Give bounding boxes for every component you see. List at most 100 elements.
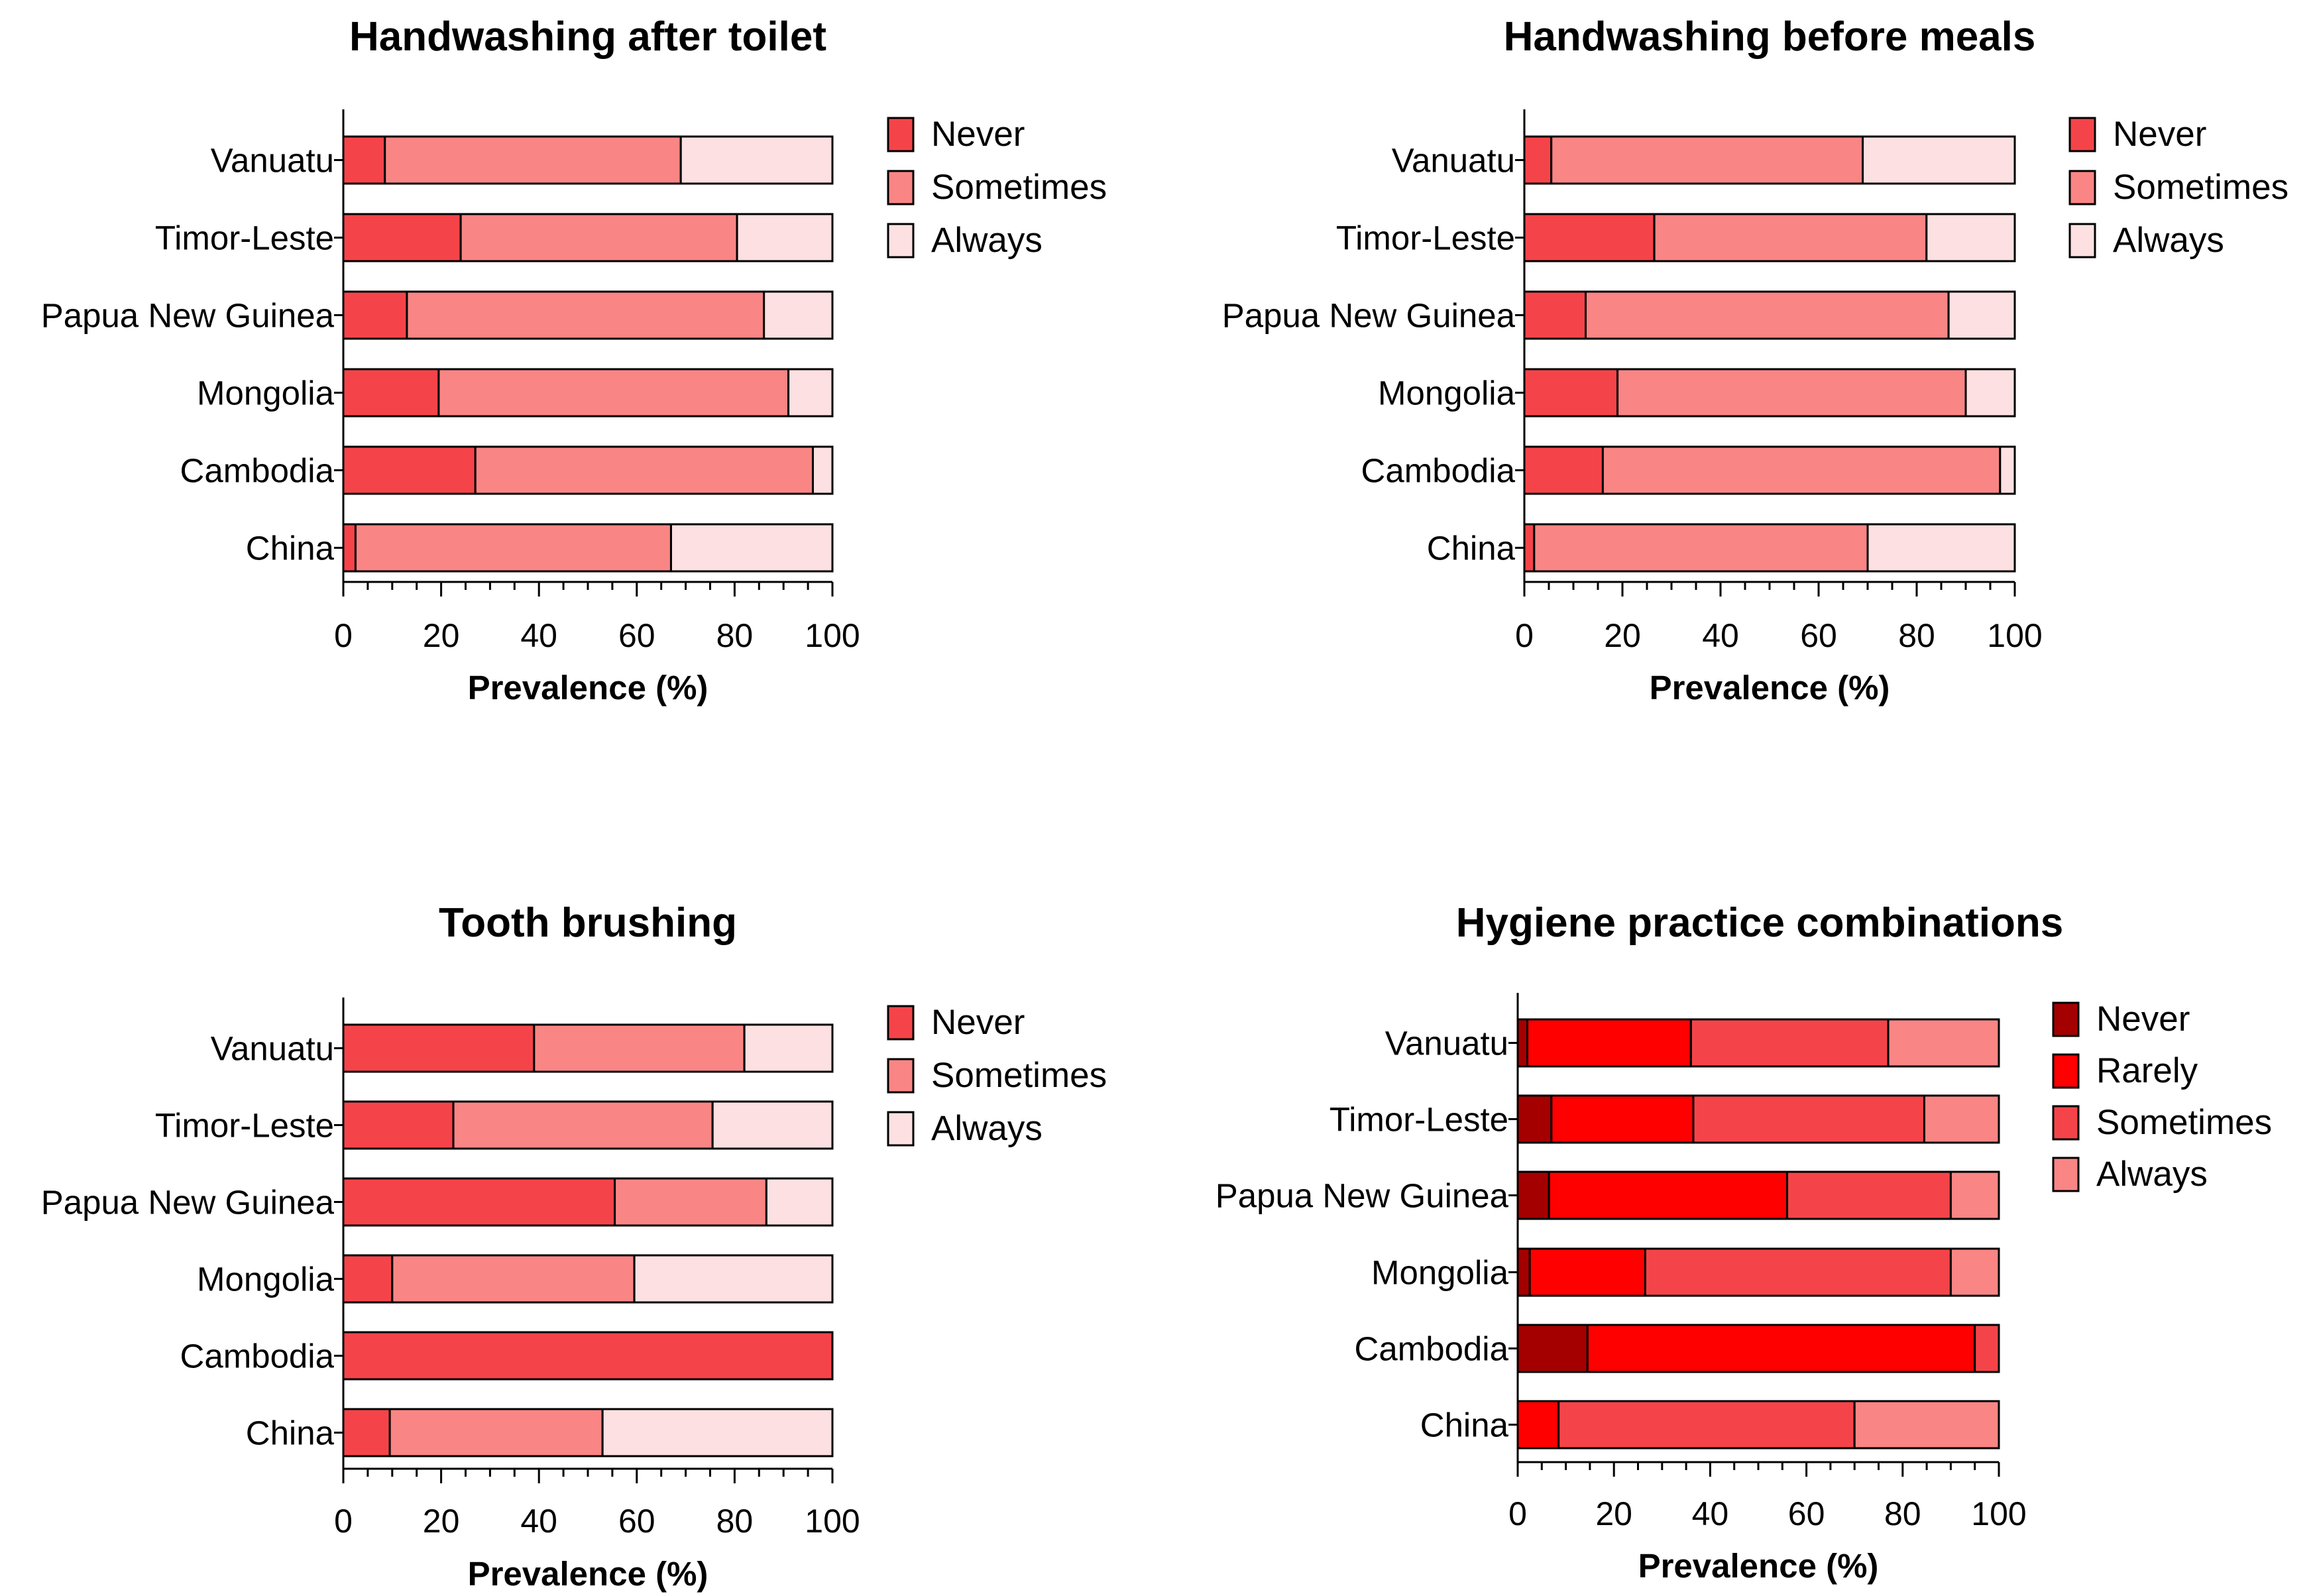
bar-segment — [1523, 523, 1536, 573]
bar-segment — [533, 1023, 746, 1073]
bar-segment — [384, 135, 682, 185]
legend-label: Rarely — [2096, 1051, 2198, 1090]
bar-segment — [342, 523, 357, 573]
x-tick-label: 60 — [1788, 1495, 1825, 1532]
x-axis-label: Prevalence (%) — [1638, 1547, 1879, 1585]
category-label: Papua New Guinea — [1222, 297, 1516, 335]
bar-segment — [1616, 368, 1967, 418]
x-tick-label: 80 — [716, 1503, 754, 1540]
category-label: Vanuatu — [211, 1030, 334, 1068]
category-label: Mongolia — [197, 374, 335, 412]
category-label: Cambodia — [180, 452, 335, 490]
legend-swatch — [2052, 1105, 2080, 1141]
category-label: Timor-Leste — [1336, 219, 1515, 257]
category-label: Timor-Leste — [1329, 1101, 1508, 1139]
legend-swatch — [2052, 1053, 2080, 1089]
bar-segment — [1585, 290, 1950, 340]
bar-segment — [1853, 1400, 2000, 1450]
category-label: Papua New Guinea — [41, 297, 335, 335]
x-tick-label: 20 — [423, 1503, 460, 1540]
chart-title: Handwashing after toilet — [349, 14, 826, 60]
bar-segment — [633, 1254, 834, 1304]
bar-segment — [1528, 1247, 1646, 1297]
chart-panel-4: Hygiene practice combinations Vanuatu Timo… — [1215, 900, 2272, 1585]
x-tick-label: 100 — [1971, 1495, 2026, 1532]
legend-label: Sometimes — [931, 1056, 1107, 1095]
x-axis-label: Prevalence (%) — [468, 1555, 708, 1593]
legend-label: Sometimes — [2113, 168, 2289, 207]
legend: Never Rarely Sometimes Always — [2052, 999, 2272, 1194]
chart-title: Hygiene practice combinations — [1456, 900, 2063, 946]
bar-segment — [1523, 213, 1656, 262]
bar-segment — [1557, 1400, 1856, 1450]
x-tick-label: 100 — [1987, 617, 2042, 654]
legend-swatch — [2052, 1157, 2080, 1192]
chart-title: Handwashing before meals — [1504, 14, 2036, 60]
bar-segment — [679, 135, 834, 185]
x-tick-label: 60 — [618, 617, 655, 654]
bar-segment — [614, 1177, 767, 1227]
x-tick-label: 80 — [1898, 617, 1935, 654]
chart-panel-1: Handwashing after toilet Vanuatu Timor-Les… — [41, 14, 1107, 707]
legend-swatch — [2068, 223, 2096, 258]
bar-segment — [342, 290, 408, 340]
category-label: China — [246, 530, 335, 567]
category-label: Papua New Guinea — [41, 1184, 335, 1222]
bar-segment — [391, 1254, 636, 1304]
bar-segment — [1516, 1324, 1589, 1373]
legend-swatch — [2068, 170, 2096, 205]
bar-segment — [1516, 1018, 1529, 1068]
bar-segment — [787, 368, 834, 418]
chart-panel-2: Handwashing before meals Vanuatu Timor-Les… — [1222, 14, 2289, 707]
bar-segment — [763, 290, 834, 340]
bar-segment — [437, 368, 790, 418]
x-tick-label: 0 — [1508, 1495, 1527, 1532]
legend-label: Never — [931, 1003, 1025, 1042]
chart-panel-3: Tooth brushing Vanuatu Timor-Leste Papua Ne… — [41, 900, 1107, 1593]
bar-segment — [452, 1100, 714, 1150]
bar-segment — [1653, 213, 1928, 262]
category-label: Cambodia — [180, 1338, 335, 1375]
bar-segment — [342, 445, 477, 495]
bar-segment — [342, 1254, 394, 1304]
legend-swatch — [887, 1005, 915, 1041]
category-label: Vanuatu — [1392, 142, 1515, 180]
bar-segment — [1586, 1324, 1976, 1373]
x-tick-label: 20 — [423, 617, 460, 654]
x-tick-label: 40 — [1692, 1495, 1729, 1532]
category-label: Mongolia — [1378, 374, 1516, 412]
bar-segment — [601, 1408, 834, 1457]
x-tick-label: 0 — [334, 617, 353, 654]
bar-segment — [354, 523, 672, 573]
legend-label: Always — [931, 221, 1043, 260]
bar-segment — [342, 1331, 834, 1381]
x-tick-label: 60 — [1800, 617, 1837, 654]
bar-segment — [474, 445, 814, 495]
bar-segment — [1533, 523, 1869, 573]
category-label: Mongolia — [197, 1261, 335, 1298]
bar-segment — [1925, 213, 2016, 262]
category-label: Vanuatu — [1385, 1025, 1508, 1062]
legend-swatch — [887, 223, 915, 258]
bar-segment — [1526, 1018, 1692, 1068]
bar-segment — [765, 1177, 834, 1227]
bar-segment — [1964, 368, 2016, 418]
bar-segment — [1523, 290, 1587, 340]
bar-segment — [1923, 1094, 2000, 1144]
bar-segment — [1601, 445, 2002, 495]
bar-segment — [1550, 1094, 1695, 1144]
legend-swatch — [887, 1111, 915, 1147]
legend-label: Never — [2113, 115, 2206, 154]
x-tick-label: 80 — [1884, 1495, 1921, 1532]
bar-segment — [1548, 1170, 1789, 1220]
legend-swatch — [887, 170, 915, 205]
bar-segment — [342, 1100, 455, 1150]
bar-segment — [1949, 1247, 2000, 1297]
x-tick-label: 60 — [618, 1503, 655, 1540]
legend-swatch — [2052, 1001, 2080, 1037]
bar-segment — [743, 1023, 834, 1073]
bar-segment — [1692, 1094, 1925, 1144]
bar-segment — [1947, 290, 2016, 340]
x-tick-label: 20 — [1604, 617, 1641, 654]
